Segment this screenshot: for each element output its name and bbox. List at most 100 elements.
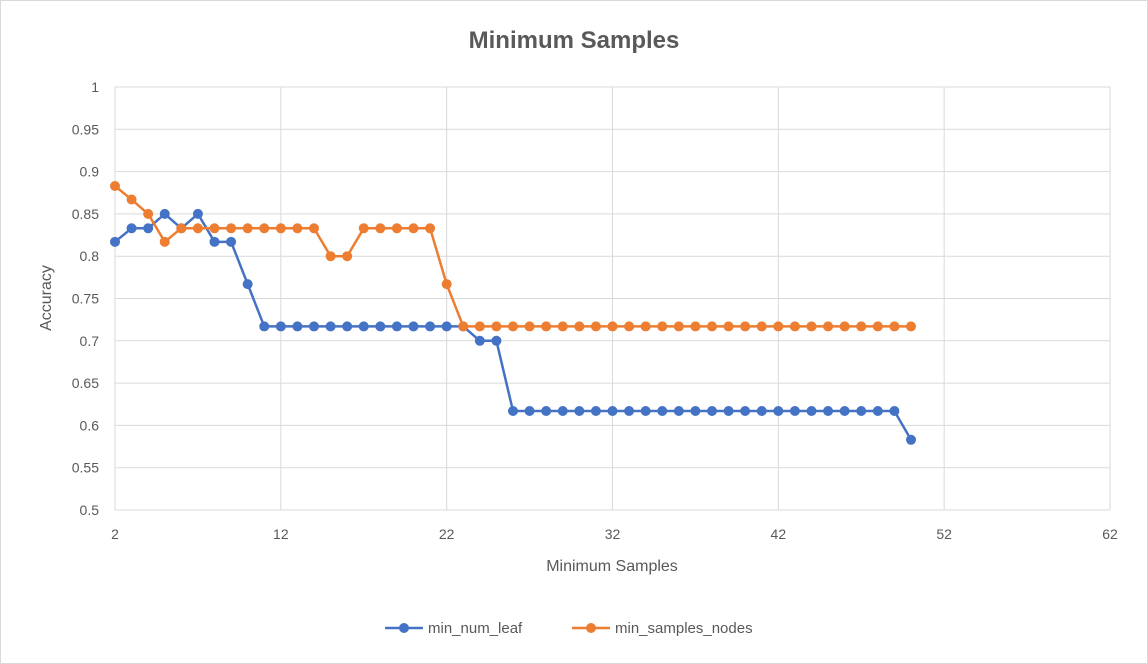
data-point [607, 406, 618, 417]
data-point [292, 223, 303, 234]
data-point [408, 321, 419, 332]
data-point [391, 223, 402, 234]
data-point [906, 321, 916, 332]
x-tick-label: 22 [439, 526, 455, 542]
data-point [740, 321, 751, 332]
data-point [640, 321, 651, 332]
legend: min_num_leaf min_samples_nodes [385, 620, 753, 637]
data-point [773, 406, 784, 417]
data-point [192, 208, 203, 219]
series-min-samples-nodes [110, 180, 916, 332]
data-point [408, 223, 419, 234]
data-point [375, 223, 386, 234]
data-point [275, 321, 286, 332]
data-point [624, 321, 635, 332]
y-tick-label: 0.55 [72, 460, 99, 476]
data-point [872, 406, 883, 417]
y-tick-label: 0.9 [80, 164, 100, 180]
data-point [441, 321, 452, 332]
data-point [541, 321, 552, 332]
legend-item: min_samples_nodes [572, 620, 753, 637]
data-point [673, 406, 684, 417]
data-point [823, 406, 834, 417]
data-point [590, 406, 601, 417]
data-point [292, 321, 303, 332]
data-point [259, 321, 270, 332]
data-point [707, 321, 717, 332]
data-point [524, 406, 535, 417]
data-point [541, 406, 552, 417]
data-point [325, 251, 336, 262]
data-point [242, 279, 253, 290]
data-point [823, 321, 834, 332]
data-point [839, 321, 850, 332]
y-tick-label: 0.6 [80, 417, 100, 433]
data-point [839, 406, 850, 417]
data-point [375, 321, 386, 332]
x-tick-label: 62 [1102, 526, 1118, 542]
data-point [391, 321, 402, 332]
y-tick-label: 0.8 [80, 248, 100, 264]
y-tick-label: 0.65 [72, 375, 99, 391]
data-point [756, 321, 767, 332]
data-point [441, 279, 452, 290]
data-point [358, 223, 369, 234]
data-point [110, 180, 120, 191]
data-point [607, 321, 618, 332]
y-tick-label: 0.7 [80, 333, 100, 349]
data-point [474, 335, 485, 346]
data-point [574, 406, 585, 417]
data-point [309, 321, 319, 332]
legend-label: min_num_leaf [428, 620, 523, 637]
data-point [673, 321, 684, 332]
data-point [707, 406, 717, 417]
x-axis-ticks: 2 12 22 32 42 52 62 [111, 526, 1118, 542]
data-point [906, 434, 916, 445]
y-tick-label: 0.75 [72, 291, 99, 307]
data-point [491, 335, 502, 346]
data-point [209, 223, 220, 234]
data-point [209, 236, 220, 247]
data-point [259, 223, 270, 234]
data-point [590, 321, 601, 332]
data-point [524, 321, 535, 332]
data-point [640, 406, 651, 417]
data-point [574, 321, 585, 332]
data-point [143, 223, 154, 234]
data-point [458, 321, 469, 332]
data-point [756, 406, 767, 417]
data-point [690, 406, 701, 417]
y-tick-label: 1 [91, 79, 99, 95]
data-point [889, 321, 900, 332]
data-point [143, 208, 154, 219]
data-point [872, 321, 883, 332]
data-point [723, 321, 734, 332]
data-point [723, 406, 734, 417]
data-point [889, 406, 900, 417]
data-point [508, 406, 518, 417]
data-point [657, 406, 668, 417]
x-tick-label: 2 [111, 526, 119, 542]
data-point [176, 223, 187, 234]
data-point [275, 223, 286, 234]
data-point [126, 223, 137, 234]
data-point [159, 208, 170, 219]
series [110, 180, 916, 445]
y-axis-ticks: 0.5 0.55 0.6 0.65 0.7 0.75 0.8 0.85 0.9 0.95 1 [72, 79, 99, 518]
data-point [856, 321, 867, 332]
data-point [425, 321, 436, 332]
data-point [740, 406, 751, 417]
data-point [342, 251, 353, 262]
legend-item: min_num_leaf [385, 620, 523, 637]
x-tick-label: 42 [771, 526, 787, 542]
legend-swatch-marker [586, 623, 596, 633]
legend-swatch-marker [399, 623, 409, 633]
data-point [159, 236, 170, 247]
legend-label: min_samples_nodes [615, 620, 753, 637]
data-point [806, 406, 817, 417]
y-tick-label: 0.95 [72, 121, 99, 137]
data-point [789, 406, 800, 417]
x-tick-label: 12 [273, 526, 289, 542]
